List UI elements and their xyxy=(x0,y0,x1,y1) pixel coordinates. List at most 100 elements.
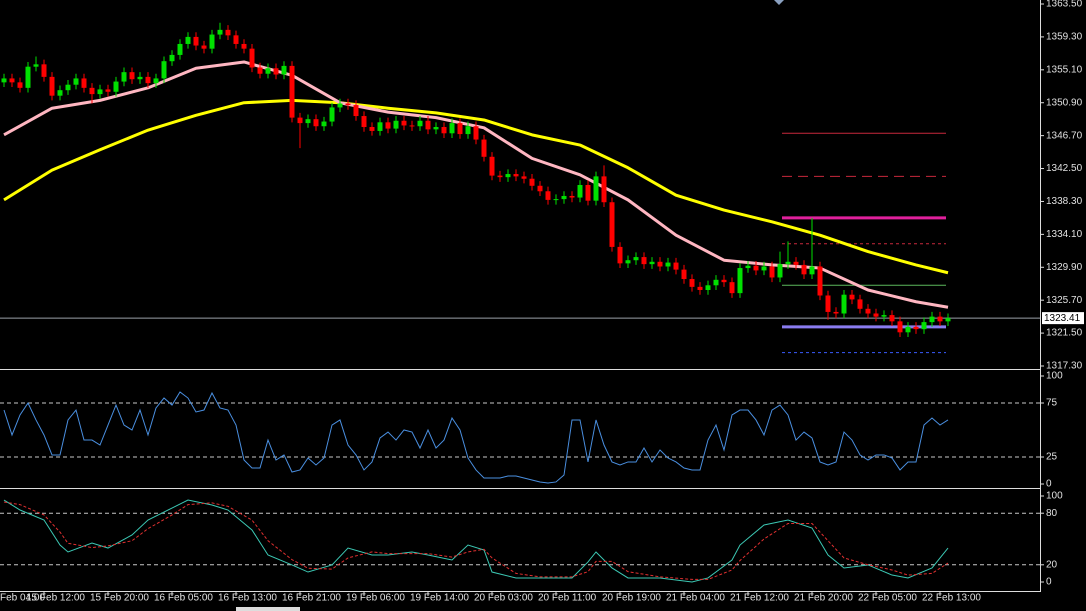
moving-average xyxy=(3,98,949,275)
scroll-indicator xyxy=(236,607,300,611)
candle-body xyxy=(489,156,495,176)
x-tick-label: 19 Feb 06:00 xyxy=(346,593,405,604)
price-tag: 1323.41 xyxy=(1044,313,1081,324)
x-tick-label: 21 Feb 20:00 xyxy=(794,593,853,604)
candle-body xyxy=(593,176,599,201)
y-tick-label: 100 xyxy=(1046,371,1063,382)
x-tick-label: 16 Feb 21:00 xyxy=(282,593,341,604)
candle-body xyxy=(921,322,927,330)
candle-body xyxy=(385,122,391,129)
candle-body xyxy=(417,120,423,127)
candle-body xyxy=(441,127,447,134)
candle-body xyxy=(521,176,527,179)
candle-body xyxy=(401,120,407,126)
candle-body xyxy=(169,54,175,62)
y-tick-label: 1334.10 xyxy=(1046,229,1083,240)
candle-body xyxy=(153,78,159,84)
candle-body xyxy=(641,257,647,265)
candle-body xyxy=(17,82,23,88)
candle-body xyxy=(649,261,655,265)
candle-body xyxy=(281,65,287,75)
y-tick-label: 25 xyxy=(1046,452,1058,463)
candle-body xyxy=(625,260,631,264)
candle-body xyxy=(833,311,839,314)
candle-body xyxy=(577,185,583,198)
candle-body xyxy=(97,89,103,95)
candle-body xyxy=(257,67,263,74)
y-tick-label: 0 xyxy=(1046,479,1052,490)
candle-body xyxy=(297,117,303,124)
candle-body xyxy=(217,29,223,35)
y-tick-label: 1359.30 xyxy=(1046,32,1083,43)
candle-body xyxy=(233,35,239,44)
x-tick-label: 15 Feb 12:00 xyxy=(26,593,85,604)
x-tick-label: 22 Feb 05:00 xyxy=(858,593,917,604)
candle-body xyxy=(777,264,783,278)
candle-body xyxy=(465,126,471,135)
candle-body xyxy=(601,176,607,203)
candle-body xyxy=(713,279,719,286)
candle-body xyxy=(585,185,591,201)
y-tick-label: 1329.90 xyxy=(1046,262,1083,273)
candle-body xyxy=(761,266,767,271)
candle-body xyxy=(537,185,543,192)
y-tick-label: 1325.70 xyxy=(1046,295,1083,306)
x-tick-label: 16 Feb 13:00 xyxy=(218,593,277,604)
candle-body xyxy=(697,286,703,290)
candle-body xyxy=(9,78,15,83)
candle-body xyxy=(73,78,79,85)
candle-body xyxy=(1,78,7,83)
y-tick-label: 75 xyxy=(1046,398,1058,409)
candle-body xyxy=(449,123,455,134)
candle-body xyxy=(409,125,415,127)
y-tick-label: 1321.50 xyxy=(1046,328,1083,339)
candle-body xyxy=(65,84,71,91)
candle-body xyxy=(273,68,279,75)
candle-body xyxy=(225,29,231,36)
candle-body xyxy=(865,308,871,314)
y-tick-label: 1355.10 xyxy=(1046,64,1083,75)
candle-body xyxy=(545,191,551,200)
candle-body xyxy=(905,326,911,333)
candle-body xyxy=(665,262,671,267)
candle-body xyxy=(161,61,167,79)
candle-body xyxy=(433,127,439,130)
candle-body xyxy=(513,174,519,177)
candle-body xyxy=(177,43,183,55)
indicator-line xyxy=(3,501,949,580)
candle-body xyxy=(393,120,399,129)
candle-body xyxy=(561,195,567,200)
candle-body xyxy=(241,43,247,49)
candle-body xyxy=(497,175,503,178)
candle-body xyxy=(209,34,215,49)
candle-body xyxy=(841,294,847,314)
candle-body xyxy=(353,105,359,117)
candle-body xyxy=(193,36,199,46)
candle-body xyxy=(657,261,663,267)
candle-body xyxy=(89,87,95,95)
candle-body xyxy=(121,72,127,82)
x-tick-label: 20 Feb 11:00 xyxy=(538,593,597,604)
candle-body xyxy=(705,285,711,290)
candle-body xyxy=(609,202,615,247)
candle-body xyxy=(249,48,255,68)
y-tick-label: 1346.70 xyxy=(1046,130,1083,141)
candle-body xyxy=(553,199,559,201)
candle-body xyxy=(881,315,887,317)
candle-body xyxy=(329,107,335,122)
candle-body xyxy=(801,264,807,275)
candle-body xyxy=(345,103,351,106)
candle-body xyxy=(817,266,823,296)
candle-body xyxy=(105,89,111,92)
y-tick-label: 1350.90 xyxy=(1046,97,1083,108)
candle-body xyxy=(617,246,623,264)
candle-body xyxy=(889,315,895,322)
x-tick-label: 19 Feb 14:00 xyxy=(410,593,469,604)
price-tag-box xyxy=(1042,312,1084,325)
candle-body xyxy=(473,126,479,140)
candle-body xyxy=(377,122,383,131)
candle-body xyxy=(337,103,343,108)
candle-body xyxy=(49,76,55,96)
